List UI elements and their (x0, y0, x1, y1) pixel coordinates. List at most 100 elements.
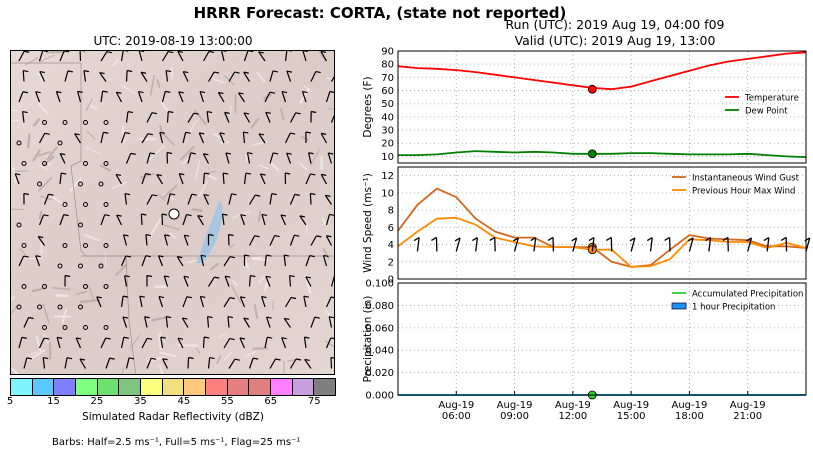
wind-barb-feather (265, 111, 271, 114)
terrain-ridge (32, 118, 41, 127)
wind-barb-staff (14, 173, 20, 185)
wind-barb-feather (199, 132, 205, 135)
wind-barb-feather (207, 315, 213, 319)
terrain-ridge (228, 243, 235, 250)
wind-barb-staff (182, 132, 187, 144)
wind-barb-staff (243, 317, 251, 328)
wind-barb-feather (261, 295, 267, 299)
wind-barb-staff (289, 234, 295, 246)
wind-barb-staff (227, 316, 230, 328)
wind-barb-staff (325, 296, 332, 308)
wind-barb-feather (588, 236, 595, 242)
y-tick-label: 0 (388, 275, 394, 286)
calm-wind-circle (16, 140, 22, 146)
wind-barb-feather (247, 51, 254, 53)
wind-barb-feather (109, 357, 115, 360)
wind-barb-feather (161, 213, 168, 216)
calm-wind-circle (62, 325, 68, 330)
wind-barb-staff (513, 237, 519, 252)
wind-barb-feather (323, 254, 329, 258)
wind-barb-feather (204, 336, 210, 339)
wind-barb-feather (123, 234, 129, 237)
wind-barb-staff (187, 193, 193, 205)
terrain-ridge (194, 109, 207, 126)
wind-barb-staff (115, 91, 123, 103)
wind-barb-staff (284, 297, 292, 308)
wind-barb-feather (258, 51, 264, 54)
wind-barb-feather (225, 275, 231, 278)
wind-barb-feather (247, 152, 253, 155)
wind-barb-staff (207, 316, 210, 328)
wind-barb-feather (149, 152, 156, 155)
wind-barb-staff (284, 132, 291, 144)
wind-barb-feather (74, 133, 80, 136)
wind-barb-feather (67, 70, 74, 73)
wind-barb-feather (179, 173, 185, 176)
wind-barb-feather (328, 152, 334, 155)
wind-barb-staff (198, 132, 205, 144)
y-tick-label: 10 (381, 152, 394, 163)
wind-barb-feather (141, 213, 147, 216)
terrain-ridge (21, 257, 43, 260)
wind-barb-feather (56, 91, 62, 94)
wind-barb-feather (325, 194, 331, 197)
wind-barb-staff (239, 337, 246, 349)
x-tick-label: Aug-19 (497, 400, 533, 411)
wind-barb-staff (202, 51, 210, 62)
terrain-ridge (151, 316, 168, 322)
wind-barb-feather (206, 111, 213, 114)
colorbar-tick-label: 5 (6, 396, 14, 407)
wind-barb-feather (105, 337, 111, 340)
wind-barb-feather (209, 356, 215, 360)
wind-barb-staff (83, 70, 87, 82)
wind-barb-staff (125, 357, 130, 369)
terrain-ridge (161, 131, 175, 146)
colorbar-tick-label: 55 (220, 396, 234, 407)
wind-barb-feather (308, 152, 314, 155)
wind-barb-staff (122, 316, 128, 328)
wind-barb-feather (123, 336, 129, 339)
wind-barb-staff (43, 194, 50, 205)
terrain-ridge (11, 119, 21, 122)
wind-barb-staff (79, 358, 87, 369)
wind-barb-feather (243, 317, 249, 320)
wind-barb-staff (181, 317, 189, 328)
x-tick-label: Aug-19 (438, 400, 474, 411)
wind-barb-staff (64, 357, 68, 369)
terrain-ridge (99, 164, 111, 172)
calm-wind-circle (42, 325, 47, 330)
colorbar-tick-label: 15 (47, 396, 60, 407)
wind-barb-feather (309, 255, 315, 258)
wind-barb-staff (591, 237, 595, 252)
terrain-ridge (258, 164, 270, 170)
colorbar-tick-label: 25 (90, 396, 104, 407)
calm-wind-circle (62, 120, 68, 125)
wind-barb-feather (61, 172, 67, 175)
wind-barb-feather (243, 112, 250, 115)
colorbar-swatch (313, 379, 336, 395)
wind-barb-feather (267, 336, 273, 339)
wind-barb-feather (44, 337, 50, 340)
wind-barb-staff (141, 173, 147, 185)
calm-wind-circle (21, 243, 27, 248)
wind-barb-feather (159, 131, 165, 134)
wind-barb-feather (274, 234, 280, 238)
wind-barb-feather (227, 315, 234, 319)
wind-barb-feather (130, 152, 136, 155)
wind-barb-staff (246, 152, 251, 164)
wind-barb-feather (231, 193, 237, 196)
wind-barb-staff (289, 194, 296, 205)
colorbar-swatch (75, 379, 97, 395)
colorbar-swatch (96, 379, 119, 395)
wind-barb-feather (183, 71, 189, 74)
wind-barb-staff (288, 275, 292, 287)
wind-barb-staff (207, 276, 215, 287)
wind-barb-staff (533, 237, 537, 252)
terrain-ridge (120, 84, 136, 94)
x-tick-label: 15:00 (617, 411, 646, 422)
terrain-ridge (69, 177, 83, 192)
wind-barb-staff (225, 152, 230, 164)
wind-barb-staff (289, 112, 297, 123)
wind-barb-feather (28, 316, 34, 320)
terrain-ridge (42, 303, 50, 324)
